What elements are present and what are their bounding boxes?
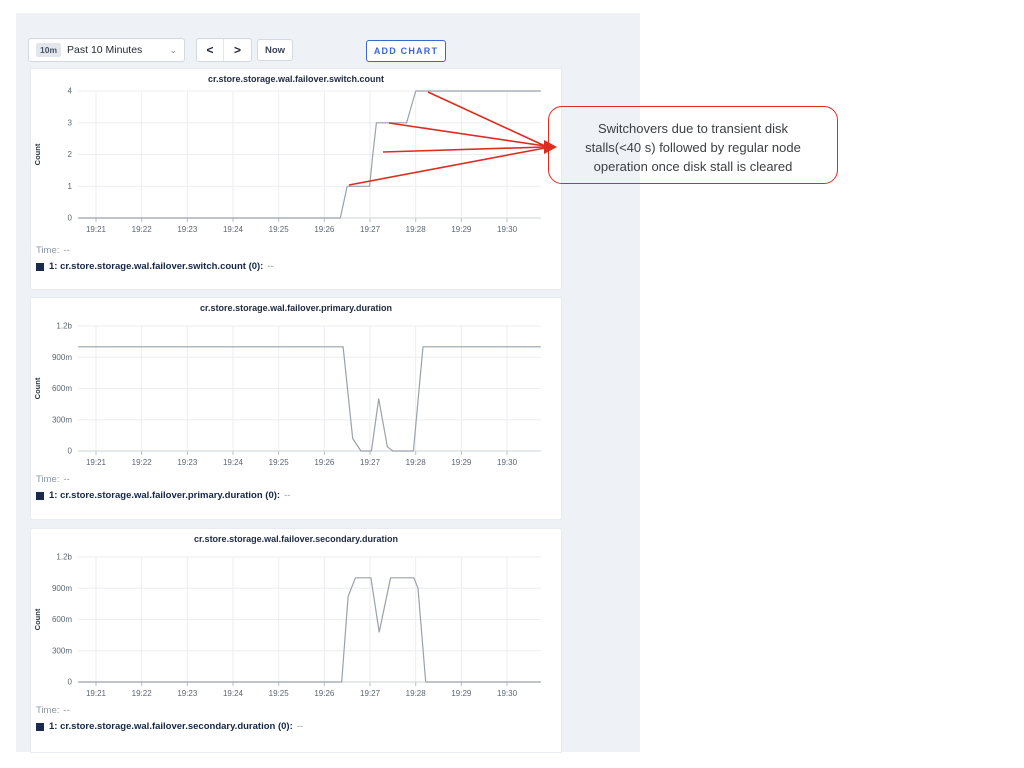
svg-text:300m: 300m <box>52 415 72 424</box>
legend-value: -- <box>267 261 274 272</box>
svg-text:19:22: 19:22 <box>132 689 153 698</box>
annotation-line: Switchovers due to transient disk <box>597 121 789 136</box>
annotation-callout: Switchovers due to transient disk stalls… <box>548 106 838 184</box>
svg-text:4: 4 <box>68 87 73 96</box>
legend-row: 1: cr.store.storage.wal.failover.seconda… <box>36 721 561 732</box>
chart-plot-secondary-duration[interactable]: 19:21 19:22 19:23 19:24 19:25 19:26 19:27 19:28… <box>31 545 561 703</box>
legend-label: 1: cr.store.storage.wal.failover.seconda… <box>49 721 293 732</box>
chart-title: cr.store.storage.wal.failover.switch.cou… <box>207 74 385 84</box>
svg-text:0: 0 <box>68 214 73 223</box>
svg-text:Count: Count <box>33 143 42 165</box>
svg-text:19:27: 19:27 <box>360 225 381 234</box>
svg-text:0: 0 <box>68 447 73 456</box>
svg-text:Count: Count <box>33 608 42 630</box>
chart-card-secondary-duration: cr.store.storage.wal.failover.secondary.… <box>30 528 562 753</box>
legend-swatch <box>36 722 44 731</box>
svg-text:19:21: 19:21 <box>86 689 107 698</box>
legend-swatch <box>36 262 44 271</box>
chart-plot-switch-count[interactable]: 19:21 19:22 19:23 19:24 19:25 19:26 19:27 19:28… <box>31 85 561 243</box>
time-label: Time: <box>36 245 60 256</box>
svg-text:19:21: 19:21 <box>86 458 107 467</box>
time-label: Time: <box>36 474 60 485</box>
svg-text:3: 3 <box>68 118 73 127</box>
svg-text:1.2b: 1.2b <box>56 322 72 331</box>
legend-value: -- <box>296 721 304 732</box>
svg-text:19:21: 19:21 <box>86 225 107 234</box>
svg-text:19:24: 19:24 <box>223 225 244 234</box>
time-step-group: < > <box>196 38 252 62</box>
add-chart-button[interactable]: ADD CHART <box>366 40 446 62</box>
time-window-badge: 10m <box>36 43 62 57</box>
svg-text:1.2b: 1.2b <box>56 553 72 562</box>
chart-card-primary-duration: cr.store.storage.wal.failover.primary.du… <box>30 297 562 520</box>
chevron-right-icon: > <box>233 43 241 57</box>
chart-plot-primary-duration[interactable]: 19:21 19:22 19:23 19:24 19:25 19:26 19:27 19:28… <box>31 314 561 472</box>
svg-text:19:27: 19:27 <box>360 458 381 467</box>
svg-text:900m: 900m <box>52 584 72 593</box>
time-readout: Time: -- <box>36 705 561 716</box>
svg-text:600m: 600m <box>52 615 72 624</box>
svg-text:19:29: 19:29 <box>451 689 472 698</box>
now-button[interactable]: Now <box>257 39 294 61</box>
svg-text:300m: 300m <box>52 646 72 655</box>
svg-text:19:29: 19:29 <box>451 458 472 467</box>
legend-row: 1: cr.store.storage.wal.failover.switch.… <box>36 261 561 272</box>
svg-text:19:22: 19:22 <box>132 458 153 467</box>
time-window-label: Past 10 Minutes <box>67 44 143 56</box>
svg-text:19:26: 19:26 <box>314 458 335 467</box>
time-value: -- <box>63 705 70 716</box>
svg-text:19:24: 19:24 <box>223 689 244 698</box>
prev-time-button[interactable]: < <box>197 39 224 61</box>
svg-text:2: 2 <box>68 150 73 159</box>
svg-text:19:26: 19:26 <box>314 689 335 698</box>
svg-text:19:23: 19:23 <box>177 689 198 698</box>
time-readout: Time: -- <box>36 245 561 256</box>
chart-title: cr.store.storage.wal.failover.secondary.… <box>194 534 398 544</box>
legend-label: 1: cr.store.storage.wal.failover.primary… <box>49 490 281 501</box>
svg-text:19:23: 19:23 <box>177 458 198 467</box>
annotation-line: stalls(<40 s) followed by regular node <box>585 140 801 155</box>
annotation-line: operation once disk stall is cleared <box>593 159 793 174</box>
chart-card-switch-count: cr.store.storage.wal.failover.switch.cou… <box>30 68 562 290</box>
svg-text:19:28: 19:28 <box>406 458 427 467</box>
svg-text:19:30: 19:30 <box>497 689 518 698</box>
svg-text:19:25: 19:25 <box>269 225 290 234</box>
next-time-button[interactable]: > <box>224 39 251 61</box>
svg-text:19:24: 19:24 <box>223 458 244 467</box>
legend-label: 1: cr.store.storage.wal.failover.switch.… <box>49 261 264 272</box>
svg-text:900m: 900m <box>52 353 72 362</box>
svg-text:Count: Count <box>33 377 42 399</box>
chart-title: cr.store.storage.wal.failover.primary.du… <box>200 303 392 313</box>
svg-text:19:23: 19:23 <box>177 225 198 234</box>
svg-text:600m: 600m <box>52 384 72 393</box>
svg-text:1: 1 <box>68 182 73 191</box>
svg-text:0: 0 <box>68 678 73 687</box>
svg-text:19:25: 19:25 <box>269 458 290 467</box>
time-value: -- <box>63 245 70 256</box>
time-value: -- <box>63 474 70 485</box>
time-window-selector[interactable]: 10m Past 10 Minutes ⌄ <box>28 38 185 62</box>
svg-text:19:28: 19:28 <box>406 225 427 234</box>
svg-text:19:22: 19:22 <box>132 225 153 234</box>
time-label: Time: <box>36 705 60 716</box>
chevron-left-icon: < <box>206 43 214 57</box>
legend-swatch <box>36 491 44 500</box>
svg-text:19:29: 19:29 <box>451 225 472 234</box>
svg-text:19:28: 19:28 <box>406 689 427 698</box>
legend-row: 1: cr.store.storage.wal.failover.primary… <box>36 490 561 501</box>
svg-text:19:30: 19:30 <box>497 225 518 234</box>
svg-text:19:25: 19:25 <box>269 689 290 698</box>
time-readout: Time: -- <box>36 474 561 485</box>
svg-text:19:30: 19:30 <box>497 458 518 467</box>
svg-text:19:27: 19:27 <box>360 689 381 698</box>
legend-value: -- <box>284 490 291 501</box>
chevron-down-icon: ⌄ <box>169 44 177 55</box>
svg-text:19:26: 19:26 <box>314 225 335 234</box>
